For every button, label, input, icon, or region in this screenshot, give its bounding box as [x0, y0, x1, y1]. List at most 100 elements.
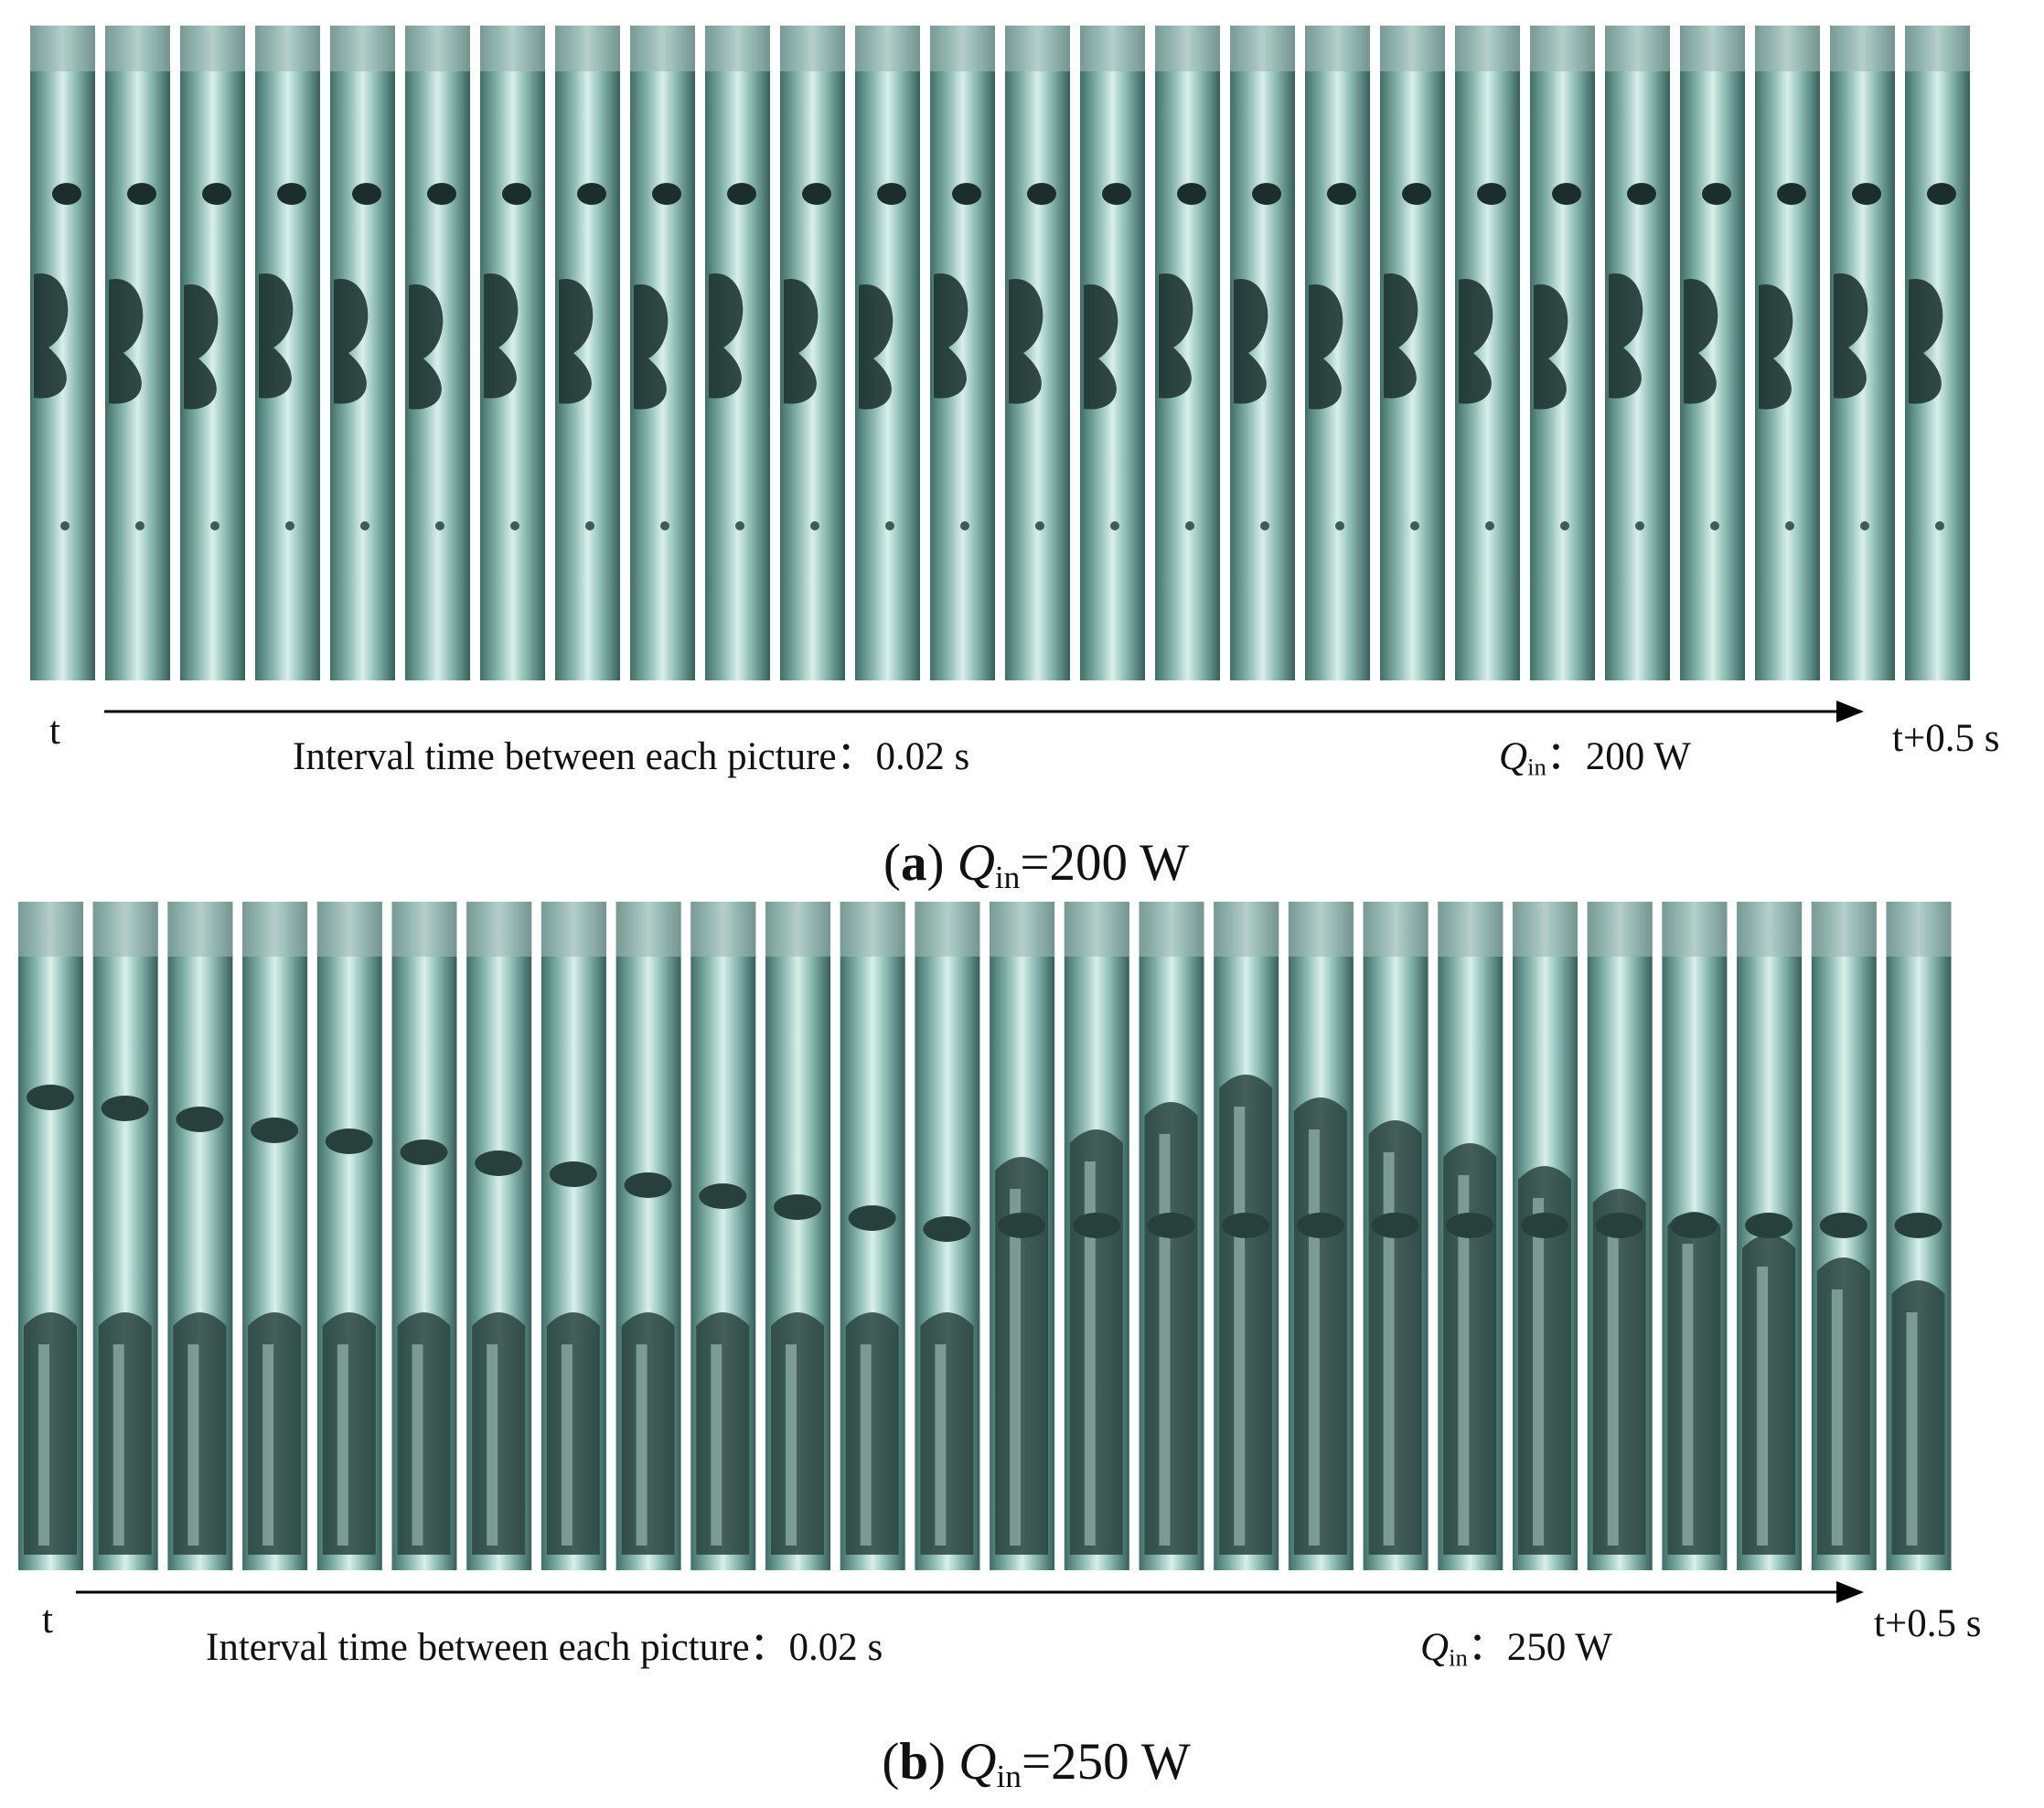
caption-prefix: (: [882, 1733, 900, 1791]
q-separator: ：: [1546, 735, 1586, 778]
slug-top: [727, 183, 756, 205]
slug-top: [1852, 183, 1881, 205]
bubble: [285, 521, 294, 530]
bubble-region: [242, 902, 308, 957]
vapor-slug: [259, 273, 294, 399]
vapor-slug: [1234, 279, 1268, 404]
bubble-region: [1288, 902, 1354, 957]
vapor-slug: [1834, 273, 1868, 399]
caption-letter: a: [900, 834, 927, 892]
bubble: [360, 521, 369, 530]
slug-top: [1627, 183, 1656, 205]
bubble-region: [705, 26, 770, 71]
q-value: 250 W: [1506, 1626, 1612, 1669]
bubble-region: [405, 26, 470, 71]
vapor-slug: [784, 279, 819, 404]
bubble-region: [1755, 26, 1820, 71]
slug-top: [1552, 183, 1581, 205]
bubble-region: [1230, 26, 1295, 71]
bubble-region: [1438, 902, 1504, 957]
slug-top: [1327, 183, 1356, 205]
bubble: [1935, 521, 1944, 530]
q-symbol: Q: [1499, 735, 1528, 778]
bubble-region: [1662, 902, 1728, 957]
liquid-plug: [1072, 1213, 1120, 1238]
slug-top: [802, 183, 831, 205]
bubble: [60, 521, 70, 530]
liquid-column: [1742, 1235, 1796, 1555]
vapor-slug: [334, 279, 369, 404]
liquid-highlight: [860, 1344, 872, 1546]
caption: (b) Qin=250 W: [882, 1736, 1190, 1792]
vapor-slug: [1909, 279, 1943, 404]
liquid-highlight: [38, 1344, 49, 1546]
caption-value: 200 W: [1049, 834, 1190, 892]
liquid-column: [1368, 1120, 1422, 1555]
vapor-slug: [184, 284, 219, 410]
interval-label: Interval time between each picture：0.02 …: [293, 737, 969, 776]
bubble-region: [30, 26, 95, 71]
liquid-plug: [1819, 1213, 1867, 1238]
bubble-region: [1080, 26, 1145, 71]
bubble-region: [1455, 26, 1520, 71]
slug-top: [52, 183, 81, 205]
vapor-slug: [1009, 279, 1043, 404]
liquid-plug: [549, 1161, 597, 1187]
power-label: Qin：250 W: [1420, 1628, 1612, 1670]
slug-top: [352, 183, 381, 205]
bubble: [435, 521, 444, 530]
bubble: [1560, 521, 1569, 530]
bubble-region: [92, 902, 158, 957]
slug-top: [952, 183, 981, 205]
liquid-highlight: [487, 1344, 498, 1546]
liquid-column: [1891, 1280, 1945, 1555]
liquid-column: [248, 1312, 302, 1555]
bubble-region: [1380, 26, 1445, 71]
caption-subscript: in: [996, 1758, 1022, 1794]
end-label: t+0.5 s: [1892, 717, 2000, 760]
vapor-slug: [109, 279, 144, 404]
liquid-plug: [101, 1096, 149, 1121]
caption-prefix: (: [883, 834, 901, 892]
slug-top: [652, 183, 681, 205]
q-value: 200 W: [1585, 735, 1691, 778]
liquid-plug: [1894, 1213, 1942, 1238]
bubble-region: [330, 26, 395, 71]
bubble-region: [915, 902, 980, 957]
bubble: [210, 521, 219, 530]
bubble-region: [780, 26, 845, 71]
slug-top: [877, 183, 906, 205]
bubble-region: [615, 902, 681, 957]
liquid-plug: [1296, 1213, 1344, 1238]
liquid-column: [995, 1157, 1049, 1555]
vapor-slug: [409, 284, 444, 410]
bubble: [1035, 521, 1044, 530]
bubble-region: [555, 26, 620, 71]
liquid-column: [1069, 1129, 1123, 1555]
bubble: [510, 521, 519, 530]
liquid-highlight: [1682, 1244, 1694, 1546]
bubble-region: [18, 902, 83, 957]
slug-top: [1477, 183, 1506, 205]
liquid-column: [1144, 1102, 1198, 1555]
liquid-column: [1219, 1075, 1273, 1555]
liquid-column: [1816, 1257, 1870, 1555]
vapor-slug: [1084, 284, 1118, 410]
vapor-slug: [1159, 273, 1193, 399]
interval-label: Interval time between each picture：0.02 …: [206, 1628, 883, 1667]
liquid-plug: [1371, 1213, 1419, 1238]
caption: (a) Qin=200 W: [883, 837, 1189, 893]
vapor-slug: [1534, 284, 1568, 410]
liquid-highlight: [112, 1344, 124, 1546]
slug-top: [427, 183, 456, 205]
liquid-plug: [1595, 1213, 1643, 1238]
bubble-region: [1530, 26, 1595, 71]
liquid-column: [1518, 1166, 1571, 1555]
bubble: [1635, 521, 1644, 530]
bubble-region: [630, 26, 695, 71]
power-label: Qin：200 W: [1499, 737, 1691, 779]
bubble: [1260, 521, 1269, 530]
bubble-region: [1139, 902, 1204, 957]
bubble: [1485, 521, 1494, 530]
